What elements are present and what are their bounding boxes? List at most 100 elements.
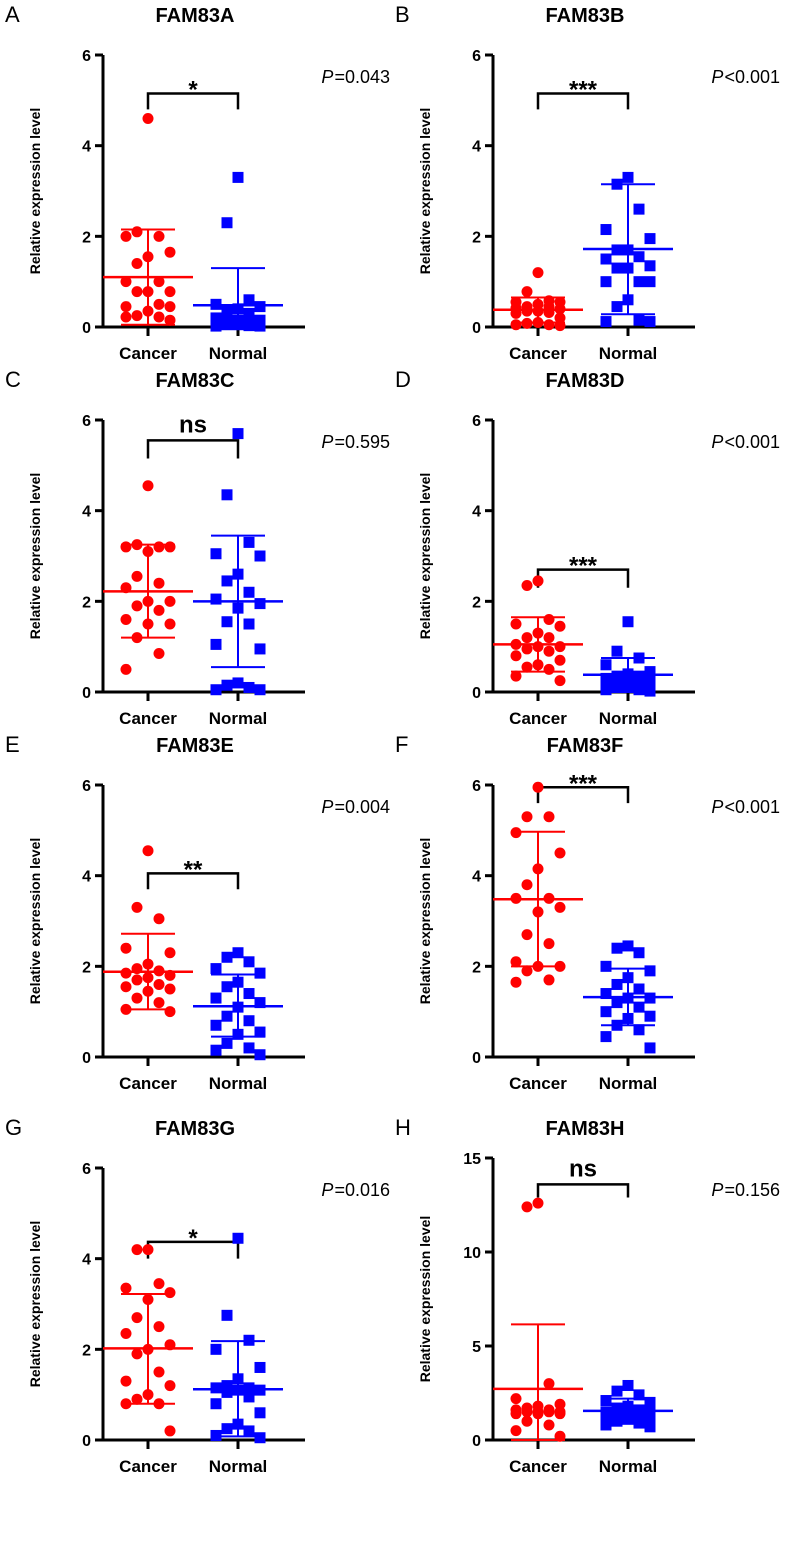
p-value-number: =0.043: [334, 67, 390, 87]
data-point-square: [600, 253, 612, 265]
data-point-square: [243, 956, 255, 968]
y-tick-label: 0: [472, 1433, 481, 1450]
data-point-circle: [153, 276, 165, 288]
data-point-circle: [554, 1408, 566, 1420]
data-point-circle: [164, 1006, 176, 1018]
data-point-square: [243, 320, 255, 332]
data-point-square: [221, 489, 233, 501]
x-tick-label: Normal: [209, 344, 268, 363]
data-point-circle: [131, 1312, 143, 1324]
y-tick-label: 2: [82, 229, 91, 246]
data-point-circle: [120, 1282, 132, 1294]
p-value-number: =0.016: [334, 1180, 390, 1200]
y-tick-label: 0: [472, 1050, 481, 1067]
data-point-square: [600, 1395, 612, 1407]
data-point-circle: [131, 570, 143, 582]
data-point-square: [254, 1361, 266, 1373]
panel-letter: F: [395, 732, 408, 757]
x-tick-label: Cancer: [119, 709, 177, 728]
significance-bracket: [146, 92, 240, 110]
data-point-square: [633, 314, 645, 326]
data-point-square: [633, 1001, 645, 1013]
x-tick-label: Cancer: [509, 344, 567, 363]
data-point-circle: [543, 1406, 555, 1418]
data-point-circle: [543, 663, 555, 675]
data-point-circle: [554, 620, 566, 632]
y-tick-label: 0: [472, 320, 481, 337]
y-axis-label: Relative expression level: [27, 1221, 43, 1388]
data-point-circle: [153, 604, 165, 616]
data-point-circle: [510, 670, 522, 682]
x-tick-label: Normal: [599, 709, 658, 728]
y-tick-label: 6: [82, 1161, 91, 1178]
data-point-square: [633, 670, 645, 682]
data-point-circle: [120, 663, 132, 675]
data-point-square: [633, 1410, 645, 1422]
p-value-symbol: P: [711, 432, 723, 452]
data-point-square: [243, 1382, 255, 1394]
series-normal: [583, 171, 673, 328]
data-point-square: [210, 1343, 222, 1355]
data-point-square: [243, 307, 255, 319]
x-tick-label: Normal: [209, 1457, 268, 1476]
data-point-square: [611, 978, 623, 990]
data-point-circle: [120, 276, 132, 288]
data-point-circle: [510, 976, 522, 988]
data-point-circle: [532, 267, 544, 279]
data-point-circle: [521, 811, 533, 823]
data-point-circle: [521, 305, 533, 317]
x-tick-label: Cancer: [509, 1074, 567, 1093]
data-point-square: [221, 1037, 233, 1049]
data-point-square: [600, 988, 612, 1000]
panel-letter: H: [395, 1115, 411, 1140]
data-point-circle: [164, 947, 176, 959]
data-point-square: [243, 988, 255, 1000]
data-point-square: [243, 1425, 255, 1437]
data-point-circle: [510, 618, 522, 630]
data-point-square: [221, 305, 233, 317]
data-point-square: [221, 616, 233, 628]
data-point-circle: [510, 650, 522, 662]
y-tick-label: 6: [82, 413, 91, 430]
data-point-square: [210, 593, 222, 605]
data-point-circle: [153, 1321, 165, 1333]
data-point-circle: [164, 1425, 176, 1437]
data-point-square: [221, 951, 233, 963]
significance-bracket: [146, 439, 240, 459]
y-tick-label: 2: [472, 959, 481, 976]
data-point-circle: [153, 311, 165, 323]
data-point-circle: [142, 845, 154, 857]
data-point-square: [243, 618, 255, 630]
series-normal: [583, 940, 673, 1054]
data-point-square: [644, 1010, 656, 1022]
y-tick-label: 2: [82, 594, 91, 611]
data-point-circle: [120, 301, 132, 313]
y-tick-label: 2: [472, 594, 481, 611]
data-point-circle: [521, 286, 533, 298]
data-point-square: [232, 428, 244, 440]
data-point-circle: [131, 901, 143, 913]
y-tick-label: 4: [82, 139, 91, 156]
data-point-circle: [543, 613, 555, 625]
data-point-circle: [131, 226, 143, 238]
data-point-circle: [164, 314, 176, 326]
data-point-circle: [164, 286, 176, 298]
data-point-circle: [153, 541, 165, 553]
data-point-square: [633, 983, 645, 995]
p-value-symbol: P: [321, 432, 333, 452]
y-tick-label: 4: [82, 1252, 91, 1269]
data-point-circle: [510, 1408, 522, 1420]
y-tick-label: 6: [472, 48, 481, 65]
series-normal: [583, 616, 673, 697]
data-point-square: [644, 1421, 656, 1433]
data-point-circle: [120, 541, 132, 553]
y-axis-label: Relative expression level: [417, 838, 433, 1005]
data-point-circle: [532, 1197, 544, 1209]
x-tick-label: Cancer: [119, 1457, 177, 1476]
data-point-circle: [131, 1393, 143, 1405]
data-point-circle: [554, 1398, 566, 1410]
panel-letter: E: [5, 732, 20, 757]
data-point-square: [254, 684, 266, 696]
data-point-circle: [532, 575, 544, 587]
data-point-square: [622, 616, 634, 628]
